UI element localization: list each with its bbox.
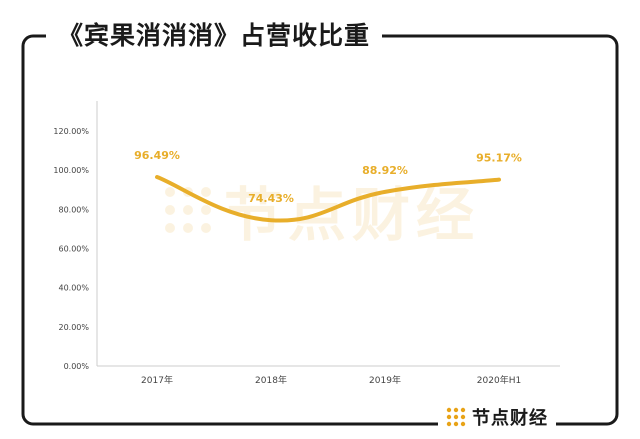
series-line [155, 175, 501, 223]
brand-logo: 节点财经 [438, 402, 556, 432]
y-tick-label: 40.00% [58, 284, 89, 293]
data-label: 95.17% [476, 152, 522, 165]
brand-text: 节点财经 [472, 408, 548, 429]
y-tick-label: 80.00% [58, 205, 89, 214]
y-tick-label: 120.00% [53, 127, 89, 136]
x-tick-label: 2018年 [255, 374, 287, 386]
data-label: 74.43% [248, 192, 294, 205]
y-tick-label: 60.00% [58, 245, 89, 254]
data-label: 96.49% [134, 149, 180, 162]
data-label: 88.92% [362, 164, 408, 177]
x-tick-label: 2017年 [141, 374, 173, 386]
y-tick-label: 100.00% [53, 166, 89, 175]
y-tick-label: 0.00% [64, 362, 90, 371]
x-tick-label: 2020年H1 [477, 374, 521, 386]
chart-title: 《宾果消消消》占营收比重 [46, 16, 383, 56]
x-tick-label: 2019年 [369, 374, 401, 386]
brand-logo-icon [446, 407, 466, 427]
y-tick-label: 20.00% [58, 323, 89, 332]
